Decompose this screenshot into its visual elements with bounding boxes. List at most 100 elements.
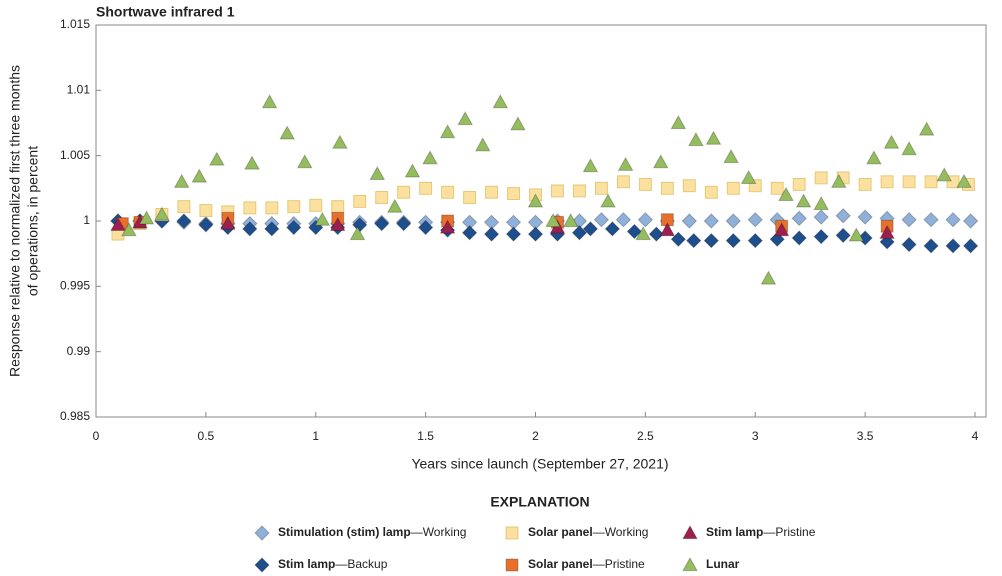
marker bbox=[417, 219, 434, 236]
x-tick-label: 0.5 bbox=[198, 429, 215, 443]
marker bbox=[660, 181, 674, 195]
legend-marker bbox=[505, 558, 519, 572]
y-tick-label: 1.01 bbox=[67, 83, 91, 97]
y-axis-label: Response relative to normalized first th… bbox=[7, 65, 23, 377]
marker bbox=[209, 151, 225, 166]
marker bbox=[848, 227, 865, 242]
marker bbox=[309, 198, 323, 212]
marker bbox=[199, 204, 213, 217]
marker bbox=[616, 175, 630, 189]
marker bbox=[945, 238, 961, 254]
marker bbox=[703, 213, 720, 229]
marker bbox=[725, 213, 741, 229]
marker bbox=[791, 230, 807, 246]
x-tick-label: 2.5 bbox=[637, 429, 654, 443]
marker bbox=[562, 212, 579, 228]
marker bbox=[527, 226, 544, 242]
marker bbox=[483, 226, 500, 242]
legend-marker bbox=[682, 556, 698, 572]
marker bbox=[173, 173, 190, 188]
marker bbox=[492, 94, 509, 109]
marker bbox=[441, 185, 455, 199]
legend-marker bbox=[505, 526, 519, 540]
marker bbox=[901, 211, 917, 228]
legend-label: Lunar bbox=[706, 557, 740, 571]
marker bbox=[422, 150, 438, 165]
marker bbox=[510, 116, 526, 131]
marker bbox=[769, 231, 785, 248]
series bbox=[110, 213, 979, 254]
marker bbox=[770, 181, 784, 195]
marker bbox=[615, 211, 632, 228]
marker bbox=[527, 193, 544, 208]
marker bbox=[778, 186, 794, 201]
marker bbox=[740, 169, 757, 184]
x-axis-label: Years since launch (September 27, 2021) bbox=[411, 456, 668, 472]
marker bbox=[461, 225, 478, 241]
legend-marker bbox=[254, 557, 270, 573]
marker bbox=[121, 222, 137, 237]
marker bbox=[723, 148, 739, 164]
legend-title: EXPLANATION bbox=[490, 494, 589, 510]
marker bbox=[879, 224, 895, 239]
marker bbox=[439, 124, 456, 139]
marker bbox=[670, 231, 687, 248]
marker bbox=[220, 215, 236, 230]
marker bbox=[593, 211, 610, 228]
marker bbox=[858, 177, 872, 191]
marker bbox=[314, 211, 331, 226]
marker bbox=[545, 212, 561, 228]
marker bbox=[582, 221, 599, 237]
marker bbox=[243, 201, 257, 215]
marker bbox=[652, 154, 669, 169]
marker bbox=[726, 181, 740, 195]
marker bbox=[638, 177, 652, 191]
marker bbox=[177, 200, 191, 214]
marker bbox=[760, 270, 777, 285]
legend-marker bbox=[682, 524, 698, 540]
marker bbox=[704, 185, 718, 199]
marker bbox=[463, 191, 477, 204]
x-tick-label: 3 bbox=[752, 429, 759, 443]
x-tick-label: 3.5 bbox=[857, 429, 874, 443]
marker bbox=[792, 177, 806, 191]
legend-label: Stimulation (stim) lamp—Working bbox=[278, 525, 466, 539]
marker bbox=[791, 210, 807, 227]
x-tick-label: 0 bbox=[93, 429, 100, 443]
series bbox=[121, 94, 972, 285]
y-axis-label: of operations, in percent bbox=[25, 146, 41, 296]
marker bbox=[686, 232, 702, 249]
marker bbox=[549, 219, 566, 234]
marker bbox=[962, 213, 979, 229]
marker bbox=[813, 209, 829, 225]
marker bbox=[264, 221, 280, 237]
marker bbox=[901, 236, 917, 253]
legend-label: Solar panel—Working bbox=[528, 525, 648, 539]
marker bbox=[404, 163, 421, 178]
marker bbox=[813, 195, 830, 211]
y-tick-label: 1 bbox=[83, 213, 90, 227]
x-tick-label: 1.5 bbox=[417, 429, 434, 443]
marker bbox=[705, 130, 722, 145]
marker bbox=[110, 216, 126, 232]
x-tick-label: 4 bbox=[972, 429, 979, 443]
marker bbox=[296, 154, 313, 169]
marker bbox=[329, 216, 346, 232]
legend-label: Stim lamp—Backup bbox=[278, 557, 388, 571]
marker bbox=[286, 219, 302, 236]
marker bbox=[331, 200, 345, 214]
marker bbox=[835, 227, 851, 244]
marker bbox=[923, 238, 939, 254]
marker bbox=[956, 173, 972, 188]
marker bbox=[830, 173, 847, 188]
marker bbox=[457, 111, 474, 126]
marker bbox=[945, 211, 961, 228]
marker bbox=[814, 171, 828, 185]
marker bbox=[244, 155, 260, 170]
marker bbox=[725, 232, 741, 249]
y-tick-label: 0.985 bbox=[60, 409, 90, 423]
y-tick-label: 0.99 bbox=[67, 344, 91, 358]
marker bbox=[681, 213, 698, 229]
marker bbox=[883, 134, 900, 149]
